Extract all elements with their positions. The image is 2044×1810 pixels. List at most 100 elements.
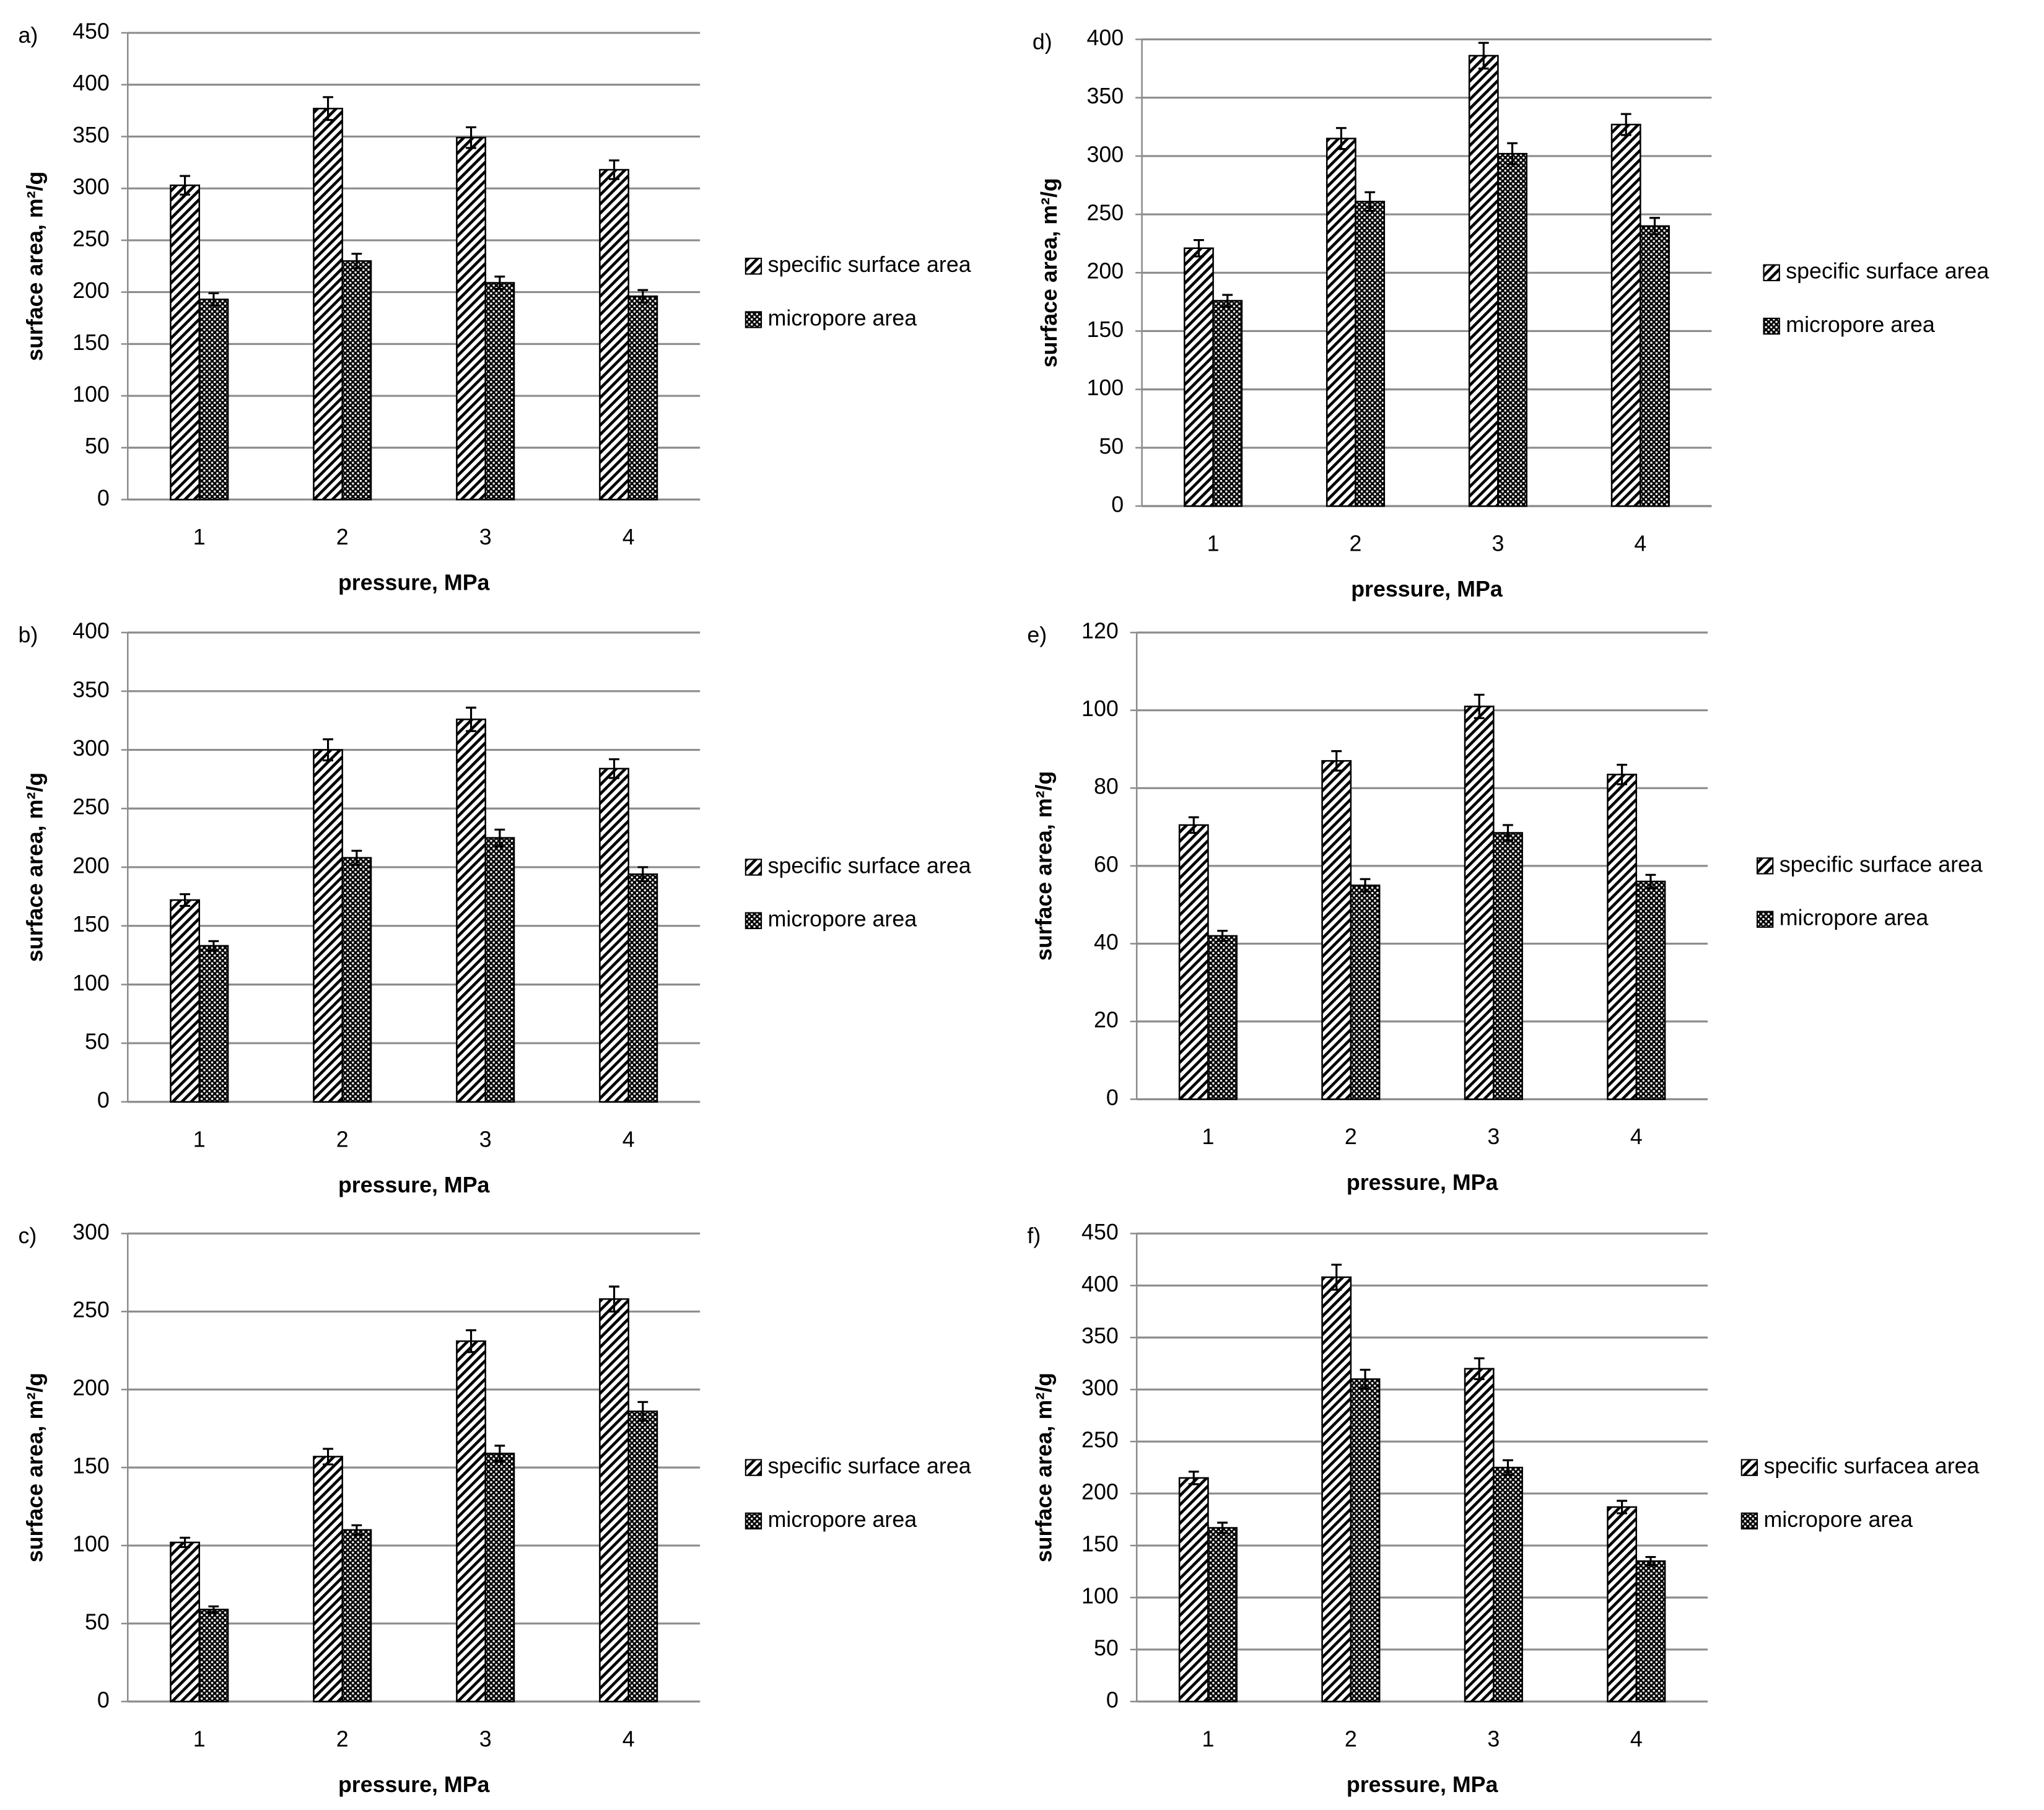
y-tick-label: 250 [72,1298,110,1323]
x-axis-title: pressure, MPa [338,1173,491,1197]
error-bar [208,292,219,307]
bar [599,767,629,1103]
y-tick-label: 250 [72,226,110,251]
y-tick-label: 150 [72,1454,110,1479]
error-bar [1331,750,1342,772]
x-tick-label: 2 [336,1726,349,1751]
chart-panel: d) 0 50 100 150 200 250 300 350 400 1 2 3 4 pressure, … [1033,25,1989,601]
error-bar [494,275,505,291]
error-bar [1360,1368,1371,1390]
x-tick-label: 4 [1630,1124,1643,1149]
x-tick-label: 2 [336,525,349,549]
error-bar [466,126,476,149]
x-axis-title: pressure, MPa [1347,1772,1499,1797]
legend-swatch [745,311,762,328]
error-bar [351,849,362,866]
bar [1207,1527,1238,1703]
x-tick-label: 3 [479,525,492,549]
bar [484,1453,515,1703]
legend-swatch [745,258,762,275]
y-tick-label: 50 [1099,434,1124,458]
error-bar [1474,694,1485,719]
y-tick-label: 100 [1086,375,1124,400]
bar [1607,1506,1638,1703]
bar [456,719,486,1103]
y-tick-label: 300 [72,1220,110,1244]
y-tick-label: 100 [1081,1583,1119,1608]
error-bar [1194,238,1204,258]
legend-swatch [1740,1459,1758,1476]
error-bar [609,758,619,779]
x-tick-label: 3 [479,1127,492,1152]
legend-swatch [745,1459,762,1476]
legend-label: micropore area [768,1507,917,1532]
error-bar [1360,878,1371,893]
legend-label: specific surface area [1786,259,1989,284]
x-tick-label: 3 [1492,531,1504,556]
y-axis-title: surface area, m²/g [22,172,47,361]
error-bar [1335,127,1347,151]
y-tick-label: 250 [1081,1428,1119,1453]
bar [484,282,515,501]
bar [1468,55,1499,507]
y-tick-label: 20 [1094,1007,1119,1032]
bar [1350,884,1381,1100]
x-tick-label: 3 [1487,1124,1500,1149]
y-tick-label: 50 [85,1609,110,1634]
bar [484,837,515,1103]
error-bar [1620,113,1631,136]
bar [1321,1276,1352,1703]
y-axis-title: surface area, m²/g [1037,178,1062,367]
bar [627,295,658,501]
x-tick-label: 2 [1350,531,1362,556]
y-axis-title: surface area, m²/g [1031,771,1056,961]
panel-label: d) [1033,29,1052,54]
legend-swatch [1763,317,1780,335]
bar [1178,1477,1209,1703]
x-tick-label: 1 [193,525,206,549]
y-tick-label: 120 [1081,619,1119,644]
bar [1635,880,1666,1100]
bar [313,1456,343,1703]
bar [198,945,229,1103]
chart-panel: a) 0 50 100 150 200 250 300 350 400 450 1 2 3 4 pressur… [18,19,971,595]
error-bar [1188,1471,1199,1485]
legend-label: specific surface area [768,853,971,878]
y-tick-label: 0 [97,1687,110,1712]
legend-swatch [1756,911,1774,928]
y-tick-label: 150 [72,912,110,937]
bar [170,1541,201,1703]
error-bar [1222,294,1233,308]
legend-label: specific surface area [768,252,971,277]
x-axis-title: pressure, MPa [338,1772,491,1797]
chart-panel: f) 0 50 100 150 200 250 300 350 400 450 1 2 3 4 pressur… [1027,1220,1979,1797]
y-tick-label: 400 [72,619,110,644]
legend-swatch [745,1512,762,1530]
bar [313,107,343,501]
y-tick-label: 80 [1094,774,1119,799]
x-tick-label: 4 [1634,531,1646,556]
x-tick-label: 1 [193,1726,206,1751]
error-bar [208,940,219,952]
bar [627,1410,658,1703]
y-axis-title: surface area, m²/g [1031,1373,1056,1562]
error-bar [1474,1357,1485,1380]
y-tick-label: 300 [1081,1376,1119,1401]
bar [1464,706,1495,1100]
bar [1640,225,1670,507]
x-tick-label: 1 [1207,531,1220,556]
x-axis-title: pressure, MPa [338,571,491,595]
bar [1464,1368,1495,1703]
y-tick-label: 200 [1081,1480,1119,1505]
bar [170,184,201,501]
error-bar [1645,1555,1656,1567]
y-tick-label: 450 [72,19,110,43]
bar [341,857,372,1103]
y-tick-label: 200 [1086,259,1124,284]
error-bar [208,1605,219,1614]
bar [599,168,629,501]
error-bar [1217,1521,1228,1534]
x-tick-label: 2 [1345,1726,1357,1751]
y-tick-label: 350 [1081,1324,1119,1349]
error-bar [1617,1500,1628,1515]
